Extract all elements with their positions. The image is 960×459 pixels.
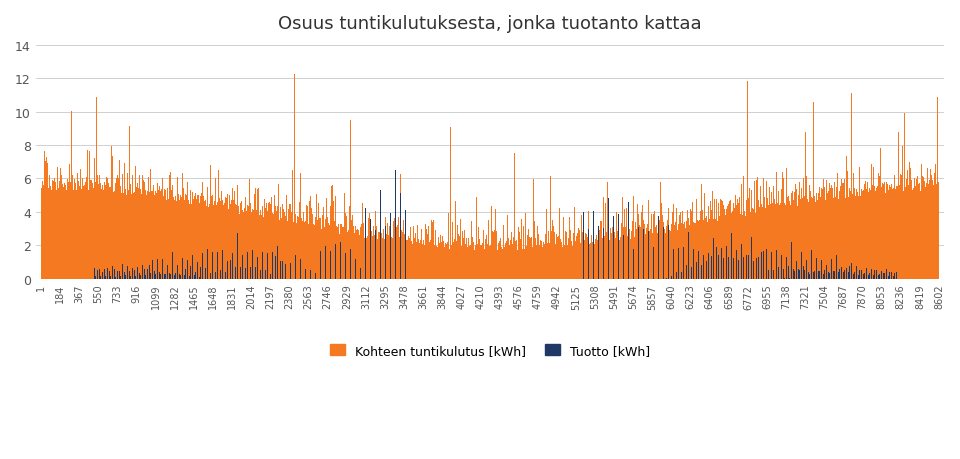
Legend: Kohteen tuntikulutus [kWh], Tuotto [kWh]: Kohteen tuntikulutus [kWh], Tuotto [kWh] bbox=[325, 339, 655, 362]
Title: Osuus tuntikulutuksesta, jonka tuotanto kattaa: Osuus tuntikulutuksesta, jonka tuotanto … bbox=[278, 15, 702, 33]
